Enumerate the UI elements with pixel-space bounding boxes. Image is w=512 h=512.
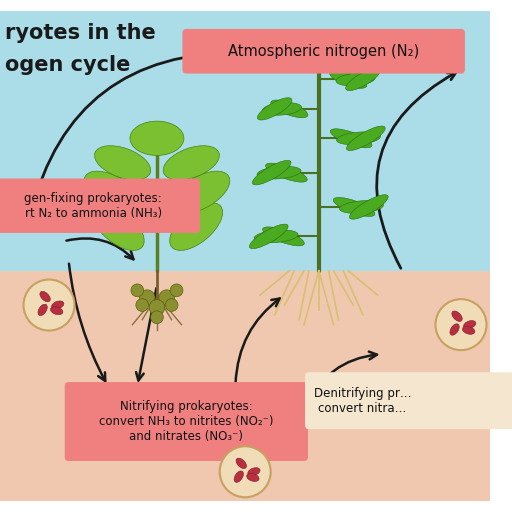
Text: Atmospheric nitrogen (N₂): Atmospheric nitrogen (N₂) <box>228 44 419 59</box>
Ellipse shape <box>40 291 50 302</box>
Ellipse shape <box>173 171 230 214</box>
Text: Denitrifying pr…
convert nitra…: Denitrifying pr… convert nitra… <box>314 387 412 415</box>
Ellipse shape <box>271 100 308 118</box>
Text: Nitrifying prokaryotes:
convert NH₃ to nitrites (NO₂⁻)
and nitrates (NO₃⁻): Nitrifying prokaryotes: convert NH₃ to n… <box>99 400 273 443</box>
Circle shape <box>165 298 178 311</box>
Ellipse shape <box>266 163 307 182</box>
Ellipse shape <box>349 195 388 219</box>
Ellipse shape <box>95 146 151 180</box>
FancyBboxPatch shape <box>305 372 512 429</box>
Circle shape <box>136 298 148 311</box>
Ellipse shape <box>249 224 288 249</box>
Ellipse shape <box>302 49 336 61</box>
Ellipse shape <box>257 166 301 179</box>
Circle shape <box>151 311 163 324</box>
Ellipse shape <box>252 160 291 185</box>
Ellipse shape <box>336 73 375 86</box>
Ellipse shape <box>169 203 223 250</box>
Ellipse shape <box>450 324 459 335</box>
Ellipse shape <box>84 171 141 214</box>
Ellipse shape <box>452 311 462 322</box>
Bar <box>0 11 490 271</box>
Bar <box>0 271 490 501</box>
Ellipse shape <box>254 230 298 243</box>
Ellipse shape <box>346 68 380 91</box>
Ellipse shape <box>330 129 372 148</box>
Ellipse shape <box>263 102 302 115</box>
Ellipse shape <box>52 301 64 309</box>
Ellipse shape <box>130 121 184 156</box>
Circle shape <box>131 284 144 297</box>
Ellipse shape <box>263 227 304 246</box>
FancyBboxPatch shape <box>182 29 465 74</box>
Ellipse shape <box>234 471 243 482</box>
Ellipse shape <box>339 201 383 214</box>
FancyBboxPatch shape <box>0 179 200 233</box>
Circle shape <box>436 299 486 350</box>
Ellipse shape <box>248 467 260 476</box>
Circle shape <box>24 280 75 331</box>
Ellipse shape <box>336 132 380 145</box>
Ellipse shape <box>91 203 144 250</box>
Ellipse shape <box>462 326 475 334</box>
Ellipse shape <box>304 45 334 65</box>
Ellipse shape <box>236 458 246 468</box>
Circle shape <box>159 290 175 306</box>
Circle shape <box>220 446 271 497</box>
Ellipse shape <box>247 474 259 481</box>
Circle shape <box>170 284 183 297</box>
Ellipse shape <box>258 98 292 120</box>
Ellipse shape <box>51 307 63 315</box>
Circle shape <box>149 300 165 315</box>
Ellipse shape <box>347 126 385 151</box>
Ellipse shape <box>38 304 47 315</box>
Ellipse shape <box>303 47 335 63</box>
Text: gen-fixing prokaryotes:
rt N₂ to ammonia (NH₃): gen-fixing prokaryotes: rt N₂ to ammonia… <box>24 191 162 220</box>
FancyBboxPatch shape <box>65 382 308 461</box>
Ellipse shape <box>333 198 375 217</box>
Ellipse shape <box>330 71 367 88</box>
Circle shape <box>139 290 155 306</box>
Ellipse shape <box>163 146 219 180</box>
Text: ogen cycle: ogen cycle <box>5 55 130 75</box>
Ellipse shape <box>463 321 476 329</box>
Text: ryotes in the: ryotes in the <box>5 23 156 43</box>
